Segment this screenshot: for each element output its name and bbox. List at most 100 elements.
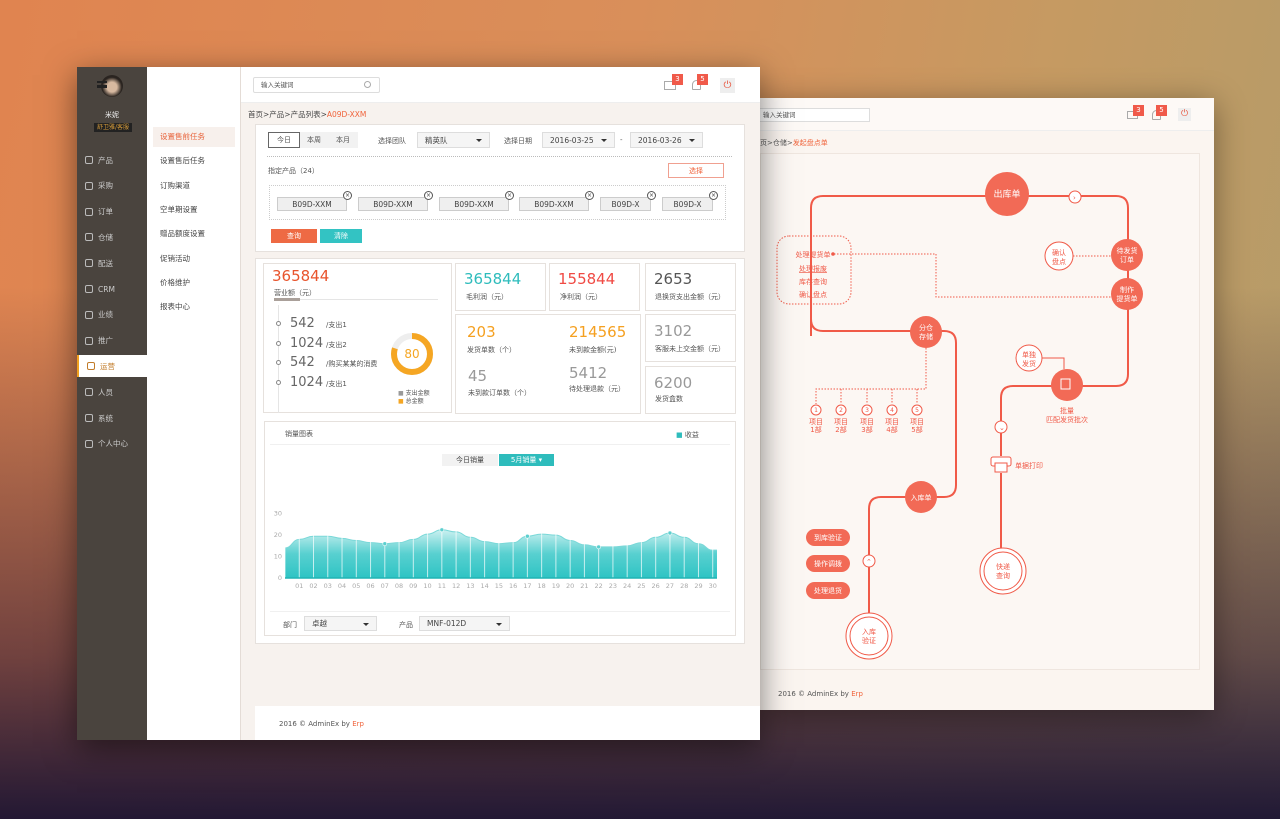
sidebar-item-4[interactable]: 配送 — [77, 252, 147, 274]
tab-week[interactable]: 本周 — [300, 132, 328, 148]
sidebar-item-label: 推广 — [98, 336, 113, 346]
action-transfer[interactable]: 操作调拨 — [814, 559, 842, 568]
team-select[interactable]: 精英队 — [417, 132, 490, 148]
x-tick-label: 03 — [324, 582, 332, 590]
timeline-dot — [276, 360, 281, 365]
remove-tag-icon[interactable]: × — [505, 191, 514, 200]
x-tick-label: 21 — [580, 582, 588, 590]
product-tag: B09D-X × — [662, 191, 718, 211]
unpaid-orders-value: 45 — [468, 367, 488, 385]
sidebar-item-9[interactable]: 人员 — [77, 381, 147, 403]
remove-tag-icon[interactable]: × — [343, 191, 352, 200]
net-value: 155844 — [558, 270, 616, 288]
product-select[interactable]: MNF-012D — [419, 616, 510, 631]
remove-tag-icon[interactable]: × — [647, 191, 656, 200]
timeline-dot — [276, 340, 281, 346]
legend-expense: ■ 支出金额 — [398, 390, 430, 397]
remove-tag-icon[interactable]: × — [709, 191, 718, 200]
product-tag: B09D-X × — [600, 191, 656, 211]
data-point — [439, 527, 445, 533]
svg-text:项目: 项目 — [885, 418, 899, 426]
avatar[interactable] — [101, 75, 123, 97]
sidebar-item-8[interactable]: 运营 — [77, 355, 147, 378]
mail-icon[interactable] — [664, 81, 676, 90]
out-order-label[interactable]: 出库单 — [993, 188, 1020, 200]
action-return[interactable]: 处理退货 — [814, 586, 842, 595]
x-tick-label: 26 — [652, 582, 660, 590]
svg-text:单据打印: 单据打印 — [1015, 461, 1043, 470]
sidebar-item-6[interactable]: 业绩 — [77, 304, 147, 326]
submenu-item-2[interactable]: 订购渠道 — [160, 180, 190, 190]
timeline-line — [278, 305, 279, 413]
query-button[interactable]: 查询 — [271, 229, 317, 243]
sidebar-item-1[interactable]: 采购 — [77, 175, 147, 197]
x-tick-label: 13 — [466, 582, 474, 590]
tab-month[interactable]: 本月 — [328, 132, 358, 148]
tab-today[interactable]: 今日 — [268, 132, 300, 148]
bell-icon[interactable] — [692, 80, 701, 90]
x-tick-label: 09 — [409, 582, 417, 590]
submenu-item-4[interactable]: 赠品额度设置 — [160, 229, 205, 239]
boxes-value: 6200 — [654, 374, 693, 392]
remove-tag-icon[interactable]: × — [585, 191, 594, 200]
team-label: 选择团队 — [378, 137, 406, 145]
x-tick-label: 05 — [352, 582, 360, 590]
date-to-select[interactable]: 2016-03-26 — [630, 132, 703, 148]
search-input[interactable]: 输入关键词 — [253, 77, 380, 93]
staff-icon — [85, 388, 93, 397]
svg-text:入库: 入库 — [862, 627, 876, 636]
clear-button[interactable]: 清除 — [320, 229, 362, 243]
dept-select[interactable]: 卓越 — [304, 616, 377, 631]
divider — [274, 299, 438, 300]
svg-text:5: 5 — [915, 407, 919, 414]
svg-text:订单: 订单 — [1120, 255, 1134, 264]
breakdown-value: 1024 — [290, 374, 324, 390]
date-from-select[interactable]: 2016-03-25 — [542, 132, 615, 148]
sidebar-item-7[interactable]: 推广 — [77, 330, 147, 352]
choose-button[interactable]: 选择 — [668, 163, 724, 178]
refund-card — [645, 263, 736, 311]
menu-scrap[interactable]: 处理报废 — [799, 264, 827, 273]
sidebar-item-label: 运营 — [100, 361, 115, 371]
submenu-item-0[interactable]: 设置售前任务 — [153, 127, 235, 147]
submenu-item-5[interactable]: 促销活动 — [160, 253, 190, 263]
submenu-item-3[interactable]: 空单期设置 — [160, 204, 198, 214]
gross-card — [455, 263, 546, 311]
sidebar-item-3[interactable]: 仓储 — [77, 226, 147, 248]
breadcrumb-path[interactable]: 首页>产品>产品列表> — [248, 110, 327, 119]
svg-text:2部: 2部 — [835, 425, 846, 434]
menu-toggle-icon[interactable] — [97, 81, 107, 88]
sidebar-item-10[interactable]: 系统 — [77, 407, 147, 429]
cart-icon — [85, 181, 93, 190]
tab-month-sales[interactable]: 5月销量 ▾ — [499, 454, 554, 466]
sidebar-item-11[interactable]: 个人中心 — [77, 433, 147, 455]
refund-label: 退换货支出金额（元） — [655, 293, 725, 301]
action-verify[interactable]: 到库验证 — [814, 533, 842, 542]
tab-today-sales[interactable]: 今日销量 — [442, 454, 498, 466]
submenu-item-6[interactable]: 价格维护 — [160, 277, 190, 287]
back-search-input[interactable]: 输入关键词 — [758, 108, 870, 122]
footer-link[interactable]: Erp — [851, 690, 863, 698]
footer-link[interactable]: Erp — [352, 720, 364, 728]
submenu-item-1[interactable]: 设置售后任务 — [160, 156, 205, 166]
menu-confirm[interactable]: 确认盘点 — [799, 290, 827, 299]
submenu-item-7[interactable]: 报表中心 — [160, 302, 190, 312]
x-tick-label: 16 — [509, 582, 517, 590]
breakdown-label: /支出1 — [326, 379, 347, 388]
breakdown-label: /支出2 — [326, 340, 347, 349]
sidebar-item-0[interactable]: 产品 — [77, 149, 147, 171]
menu-stock[interactable]: 库存查询 — [799, 277, 827, 286]
remove-tag-icon[interactable]: × — [424, 191, 433, 200]
power-icon[interactable]: ⏻ — [720, 78, 735, 93]
sidebar-item-2[interactable]: 订单 — [77, 201, 147, 223]
menu-pickup[interactable]: 处理提货单 — [796, 250, 831, 259]
x-tick-label: 17 — [523, 582, 531, 590]
breakdown-label: /支出1 — [326, 321, 347, 329]
boxes-label: 发货盒数 — [655, 395, 683, 403]
breadcrumb-path[interactable]: 页>仓储> — [760, 139, 793, 147]
sidebar-item-5[interactable]: CRM — [77, 278, 147, 300]
boxes-card — [645, 366, 736, 414]
data-point — [667, 530, 673, 536]
search-icon[interactable] — [364, 81, 371, 88]
power-icon[interactable]: ⏻ — [1178, 108, 1191, 121]
